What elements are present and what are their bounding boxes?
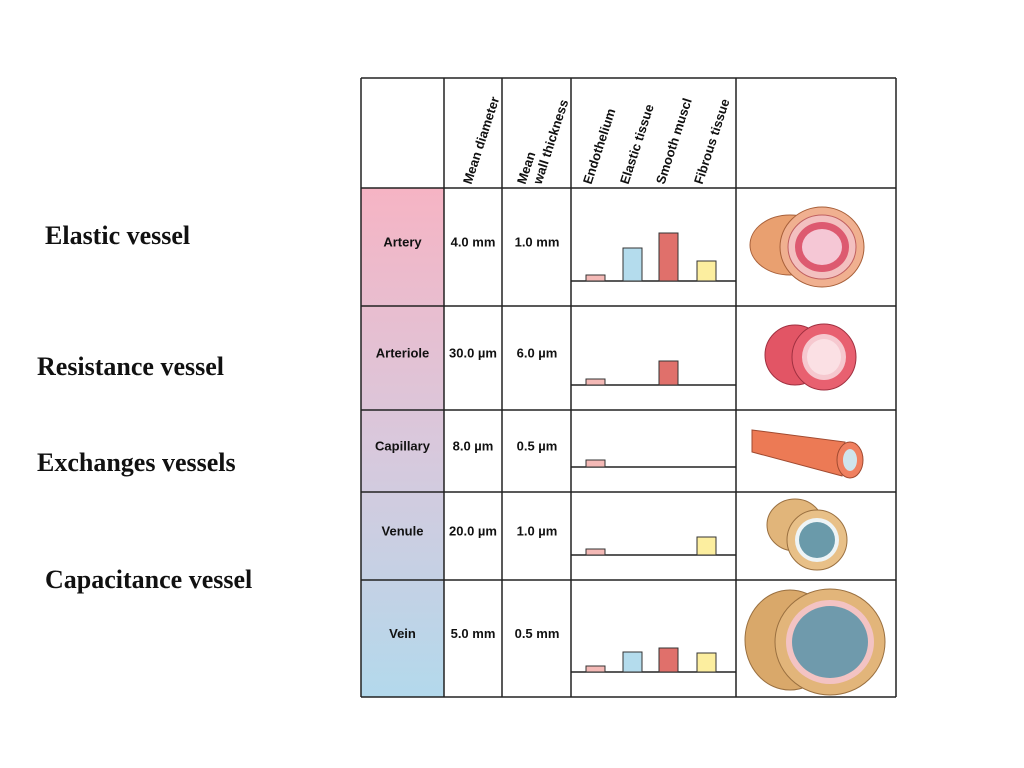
- tissue-bar: [696, 536, 717, 556]
- tissue-bar: [585, 665, 606, 673]
- vein-illustration: [744, 588, 886, 696]
- diameter: 20.0 µm: [449, 523, 497, 538]
- header: Elastic tissue: [617, 102, 657, 186]
- arteriole-illustration: [764, 323, 857, 391]
- tissue-bar: [585, 274, 606, 282]
- name-column-fill: [361, 188, 444, 697]
- side-label: Elastic vessel: [45, 221, 190, 250]
- header: Mean diameter: [460, 95, 502, 186]
- tissue-bar: [585, 548, 606, 556]
- vessel-name: Arteriole: [376, 345, 429, 360]
- tissue-bar: [585, 378, 606, 386]
- vessel-name: Vein: [389, 626, 416, 641]
- tissue-bar: [658, 360, 679, 386]
- wall-thickness: 1.0 mm: [515, 234, 560, 249]
- header: wall thickness: [530, 98, 572, 187]
- artery-illustration: [749, 206, 865, 288]
- tissue-bar: [622, 247, 643, 282]
- wall-thickness: 0.5 µm: [517, 438, 558, 453]
- side-label: Exchanges vessels: [37, 448, 236, 477]
- vessel-illustrations: [744, 206, 886, 696]
- diameter: 4.0 mm: [451, 234, 496, 249]
- wall-thickness: 0.5 mm: [515, 626, 560, 641]
- diameter: 5.0 mm: [451, 626, 496, 641]
- diameter: 30.0 µm: [449, 345, 497, 360]
- tissue-bar: [658, 647, 679, 673]
- tissue-bar: [696, 260, 717, 282]
- header: Fibrous tissue: [691, 97, 733, 186]
- vessel-name: Artery: [383, 234, 422, 249]
- diameter: 8.0 µm: [453, 438, 494, 453]
- tissue-bar: [696, 652, 717, 673]
- tissue-bar: [622, 651, 643, 673]
- tissue-bar: [658, 232, 679, 282]
- header: Endothelium: [580, 106, 619, 186]
- header: Smooth muscl: [653, 96, 695, 186]
- vessel-name: Capillary: [375, 438, 431, 453]
- capillary-illustration: [751, 429, 864, 479]
- side-label: Resistance vessel: [37, 352, 224, 381]
- side-label: Capacitance vessel: [45, 565, 252, 594]
- venule-illustration: [766, 498, 848, 571]
- wall-thickness: 1.0 µm: [517, 523, 558, 538]
- wall-thickness: 6.0 µm: [517, 345, 558, 360]
- vessel-name: Venule: [382, 523, 424, 538]
- tissue-bar: [585, 459, 606, 468]
